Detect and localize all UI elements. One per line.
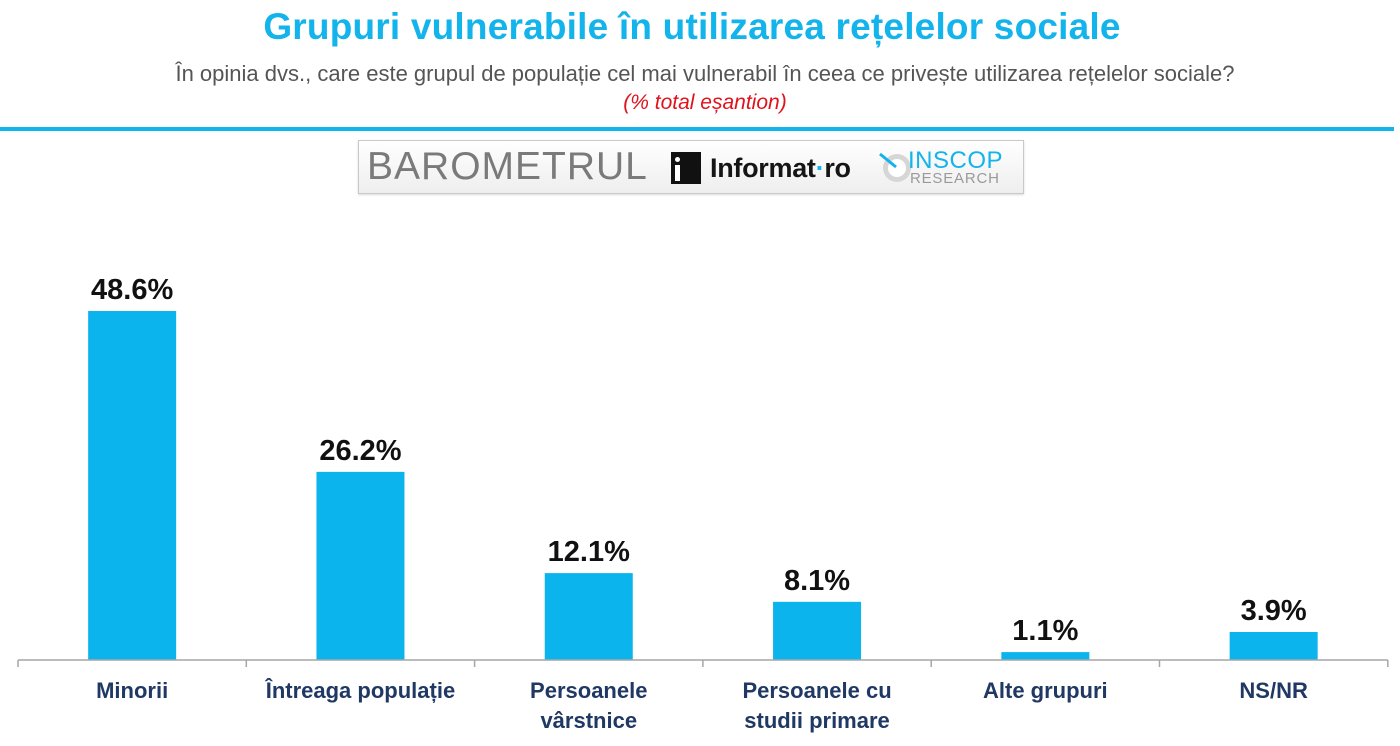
category-label: Întreaga populație bbox=[265, 678, 455, 703]
value-label: 1.1% bbox=[1012, 615, 1078, 647]
category-label: Minorii bbox=[96, 678, 168, 703]
category-label-line: studii primare bbox=[744, 708, 889, 733]
bar bbox=[316, 471, 405, 660]
barometrul-wordmark: BAROMETRUL bbox=[367, 145, 648, 188]
research-wordmark: RESEARCH bbox=[910, 170, 1000, 187]
value-label: 3.9% bbox=[1241, 595, 1307, 627]
sample-note: (% total eșantion) bbox=[623, 91, 787, 114]
info-i-icon bbox=[671, 152, 701, 184]
bar bbox=[773, 601, 862, 660]
category-label: NS/NR bbox=[1239, 678, 1308, 703]
value-label: 48.6% bbox=[91, 274, 173, 306]
informat-suffix: ro bbox=[824, 153, 851, 183]
category-label-line: Persoanele cu bbox=[742, 678, 891, 703]
bar bbox=[544, 573, 633, 660]
value-label: 12.1% bbox=[548, 536, 630, 568]
barometer-logo-banner: BAROMETRUL Informat·ro INSCOP RESEARCH bbox=[358, 140, 1024, 194]
category-label: Alte grupuri bbox=[983, 678, 1108, 703]
inscop-wordmark: INSCOP bbox=[908, 147, 1004, 174]
category-label: Persoanele cu studii primare bbox=[742, 678, 891, 733]
bar bbox=[1229, 631, 1318, 660]
informat-dot: · bbox=[815, 153, 825, 183]
value-labels: 48.6% 26.2% 12.1% 8.1% 1.1% 3.9% bbox=[91, 274, 1307, 647]
chart-title: Grupuri vulnerabile în utilizarea rețele… bbox=[263, 6, 1121, 47]
bar-group bbox=[88, 311, 1318, 660]
category-label: Persoanele vârstnice bbox=[530, 678, 647, 733]
category-label-line: Persoanele bbox=[530, 678, 647, 703]
chart-subtitle: În opinia dvs., care este grupul de popu… bbox=[175, 61, 1235, 86]
bar bbox=[1001, 652, 1090, 660]
header-divider bbox=[0, 127, 1394, 131]
category-label-line: NS/NR bbox=[1239, 678, 1308, 703]
value-label: 26.2% bbox=[319, 435, 401, 467]
inscop-circle-icon bbox=[879, 152, 911, 182]
category-labels: Minorii Întreaga populație Persoanele vârst… bbox=[96, 678, 1308, 733]
category-label-line: Alte grupuri bbox=[983, 678, 1108, 703]
category-label-line: vârstnice bbox=[540, 708, 637, 733]
category-label-line: Întreaga populație bbox=[265, 678, 455, 703]
informat-wordmark: Informat·ro bbox=[710, 153, 851, 184]
category-label-line: Minorii bbox=[96, 678, 168, 703]
informat-name: Informat bbox=[710, 153, 816, 183]
x-axis-ticks bbox=[17, 660, 1389, 667]
value-label: 8.1% bbox=[784, 565, 850, 597]
bar bbox=[88, 311, 177, 660]
